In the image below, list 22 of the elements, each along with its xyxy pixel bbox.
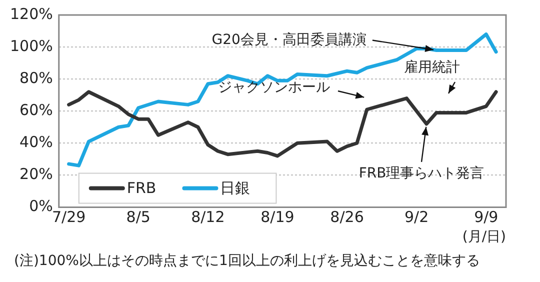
x-tick-label: 9/9	[474, 208, 498, 226]
annotation: ジャクソンホール	[218, 80, 330, 96]
y-tick-label: 40%	[20, 133, 53, 152]
x-tick-label: 7/29	[52, 208, 86, 226]
y-tick-label: 120%	[10, 4, 53, 23]
annotation: G20会見・高田委員講演	[212, 32, 366, 48]
y-tick-label: 60%	[20, 100, 53, 119]
y-tick-label: 100%	[10, 36, 53, 55]
annotation: FRB理事らハト発言	[358, 166, 484, 182]
text: (注)100%以上はその時点までに1回以上の利上げを見込むことを意味する	[14, 252, 480, 270]
x-tick-label: 9/2	[404, 208, 429, 226]
x-tick-label: 8/19	[260, 208, 294, 226]
legend-label: 日銀	[220, 179, 250, 198]
annotation: 雇用統計	[404, 60, 460, 76]
y-tick-label: 80%	[20, 68, 53, 87]
x-tick-label: 8/5	[126, 208, 150, 226]
y-tick-label: 0%	[29, 197, 53, 216]
y-tick-label: 20%	[20, 165, 53, 184]
x-tick-label: 8/12	[191, 208, 225, 226]
x-tick-label: 8/26	[330, 208, 364, 226]
x-axis-title: (月/日)	[462, 229, 506, 246]
legend-label: FRB	[126, 179, 156, 198]
